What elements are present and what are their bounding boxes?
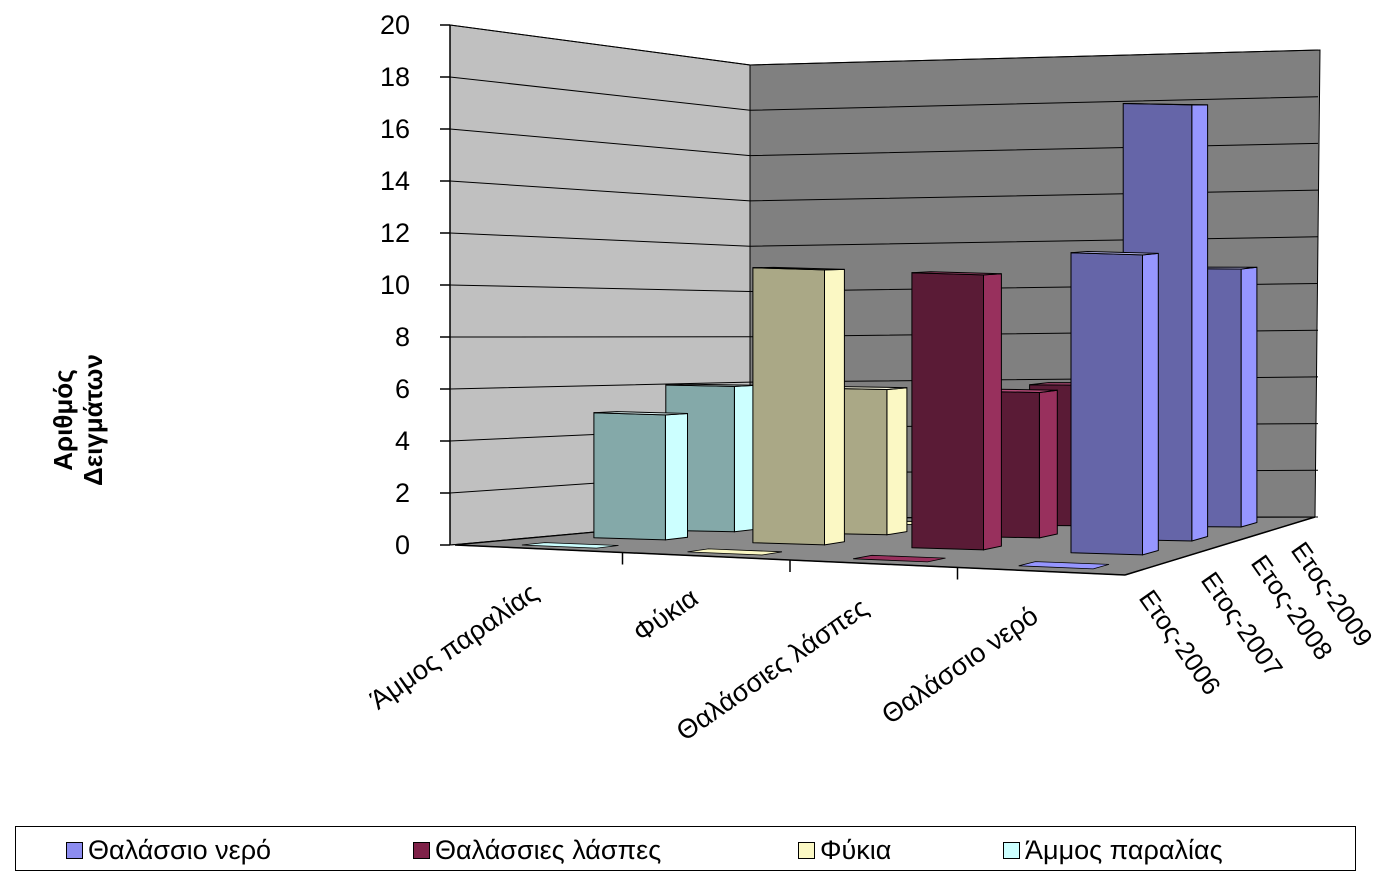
bar-side — [1142, 252, 1159, 556]
bar-base — [687, 548, 783, 556]
y-axis-label-line-2: Δειγμάτων — [78, 354, 108, 486]
legend-item-seaweed: Φύκια — [798, 834, 892, 865]
legend-item-sea-mud: Θαλάσσιες λάσπες — [413, 834, 662, 865]
bar-base — [853, 554, 946, 563]
y-tick-label: 18 — [380, 62, 410, 92]
bar-side — [664, 412, 688, 541]
bar-base — [1018, 561, 1110, 570]
legend-item-sea-water: Θαλάσσιο νερό — [66, 834, 272, 865]
bar-side — [824, 268, 845, 546]
x-tick-label: Θαλάσσιες λάσπες — [671, 592, 874, 746]
bar-top — [1123, 103, 1208, 106]
bar-front — [752, 267, 825, 546]
y-tick-label: 8 — [395, 322, 410, 352]
gridline — [449, 76, 1319, 111]
bar-front — [911, 272, 984, 551]
y-tick-label: 12 — [380, 218, 410, 248]
legend-swatch-sea-mud — [413, 841, 430, 859]
y-tick-label: 4 — [395, 426, 410, 456]
y-axis-label-line-1: Αριθμός — [48, 369, 78, 471]
x-tick-label: Φύκια — [628, 582, 704, 648]
legend-item-beach-sand: Άμμος παραλίας — [1003, 834, 1223, 865]
bar-side — [983, 273, 1002, 551]
y-tick-label: 6 — [395, 374, 410, 404]
legend-swatch-beach-sand — [1003, 841, 1020, 859]
legend-swatch-sea-water — [66, 841, 83, 859]
legend-swatch-seaweed — [798, 841, 815, 859]
x-tick-label: Θαλάσσιο νερό — [876, 600, 1043, 730]
gridline — [449, 24, 1319, 66]
legend-label-beach-sand: Άμμος παραλίας — [1025, 834, 1223, 865]
y-tick-label: 10 — [380, 270, 410, 300]
y-tick-label: 16 — [380, 114, 410, 144]
y-tick-label: 20 — [380, 10, 410, 40]
legend-label-sea-water: Θαλάσσιο νερό — [88, 834, 272, 865]
legend: Θαλάσσιο νερό Θαλάσσιες λάσπες Φύκια Άμμ… — [15, 826, 1356, 871]
bar-side — [1038, 389, 1058, 539]
bar-top — [752, 266, 845, 271]
bar-front — [593, 412, 666, 541]
bar-side — [1240, 266, 1258, 528]
y-tick-label: 14 — [380, 166, 410, 196]
y-tick-label: 0 — [395, 530, 410, 560]
bar-front — [1070, 252, 1143, 556]
legend-label-sea-mud: Θαλάσσιες λάσπες — [435, 834, 662, 865]
bar-base — [521, 542, 619, 549]
y-tick-label: 2 — [395, 478, 410, 508]
bar-top — [593, 411, 688, 416]
legend-label-seaweed: Φύκια — [820, 834, 892, 865]
bar-side — [886, 387, 908, 536]
bar-top — [1070, 250, 1159, 256]
y-axis-label: Αριθμός Δειγμάτων — [48, 354, 108, 486]
bar-top — [911, 271, 1002, 276]
depth-axis-line — [1124, 516, 1316, 576]
x-tick-label: Άμμος παραλίας — [364, 577, 543, 715]
bar-side — [1191, 104, 1209, 542]
